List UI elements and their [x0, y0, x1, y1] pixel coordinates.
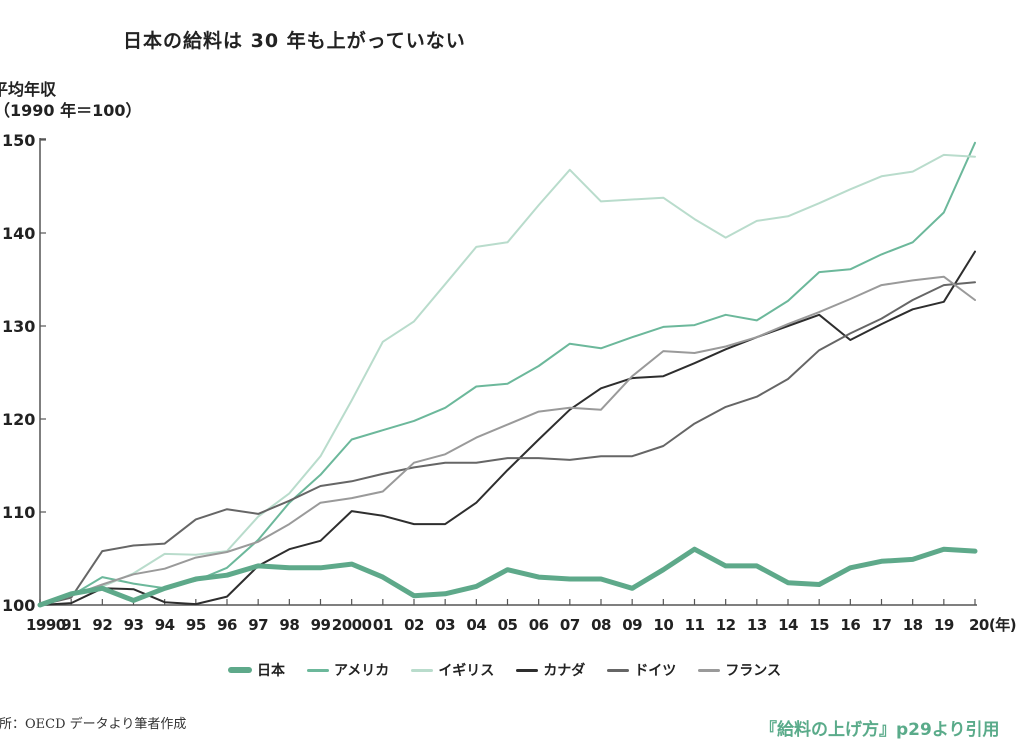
x-tick-label: 13: [747, 616, 767, 634]
x-tick-label: 94: [155, 616, 175, 634]
x-tick-label: 14: [778, 616, 798, 634]
x-tick-label: 01: [373, 616, 393, 634]
x-tick-label: 98: [279, 616, 299, 634]
x-tick-label: 92: [92, 616, 112, 634]
legend-label: ドイツ: [634, 663, 677, 679]
x-tick-label: 09: [622, 616, 642, 634]
x-tick-label: 2000: [332, 616, 372, 634]
legend-item: ドイツ: [607, 660, 676, 680]
x-tick-label: 99: [311, 616, 331, 634]
series-line-フランス: [39, 275, 976, 606]
series-line-ドイツ: [39, 281, 976, 606]
chart-title: 日本の給料は 30 年も上がっていない: [123, 30, 466, 52]
legend-swatch: [307, 668, 329, 672]
series-line-日本: [37, 546, 978, 608]
y-tick-label: 120: [2, 410, 35, 429]
x-tick-label: 06: [529, 616, 549, 634]
x-tick-label: 97: [248, 616, 268, 634]
y-tick-label: 140: [2, 224, 35, 243]
legend-item: イギリス: [411, 660, 494, 680]
x-tick-label: 05: [498, 616, 518, 634]
x-tick-label: 20(年): [969, 616, 1016, 634]
y-tick-label: 150: [2, 131, 35, 150]
legend-label: カナダ: [543, 663, 586, 679]
x-tick-label: 12: [716, 616, 736, 634]
legend-label: フランス: [725, 663, 782, 679]
y-tick-label: 110: [2, 503, 35, 522]
y-axis-unit: （1990 年＝100）: [0, 101, 142, 120]
x-tick-label: 07: [560, 616, 580, 634]
legend-swatch: [516, 668, 539, 672]
x-tick-label: 15: [809, 616, 829, 634]
series-line-イギリス: [39, 153, 976, 606]
x-tick-label: 03: [435, 616, 455, 634]
legend-item: アメリカ: [307, 660, 389, 680]
x-tick-label: 1990: [26, 616, 66, 634]
legend-swatch: [411, 668, 434, 672]
y-tick-label: 130: [2, 317, 35, 336]
x-tick-label: 93: [124, 616, 144, 634]
x-tick-label: 08: [591, 616, 611, 634]
series-line-アメリカ: [39, 141, 976, 606]
x-tick-label: 16: [840, 616, 860, 634]
legend-item: カナダ: [516, 660, 585, 680]
legend-label: アメリカ: [334, 663, 390, 679]
x-tick-label: 96: [217, 616, 237, 634]
x-tick-label: 18: [903, 616, 923, 634]
legend-item: 日本: [228, 660, 285, 680]
legend: 日本 アメリカ イギリス カナダ ドイツ フランス: [228, 660, 781, 680]
legend-swatch: [607, 668, 630, 672]
legend-label: 日本: [257, 663, 285, 679]
x-tick-label: 02: [404, 616, 424, 634]
x-tick-label: 91: [61, 616, 81, 634]
legend-swatch: [698, 668, 721, 672]
series-line-カナダ: [39, 250, 976, 606]
legend-label: イギリス: [438, 663, 495, 679]
y-tick-label: 100: [2, 596, 35, 615]
source-note: 出所：OECD データより筆者作成: [0, 717, 187, 732]
x-tick-label: 17: [872, 616, 892, 634]
x-tick-label: 11: [685, 616, 705, 634]
y-axis-label: 平均年収: [0, 80, 57, 99]
legend-item: フランス: [698, 660, 781, 680]
x-tick-label: 19: [934, 616, 954, 634]
x-tick-label: 95: [186, 616, 206, 634]
citation-note: 『給料の上げ方』p29より引用: [760, 720, 1000, 740]
x-tick-label: 04: [466, 616, 486, 634]
legend-swatch: [228, 667, 252, 673]
x-tick-label: 10: [653, 616, 673, 634]
